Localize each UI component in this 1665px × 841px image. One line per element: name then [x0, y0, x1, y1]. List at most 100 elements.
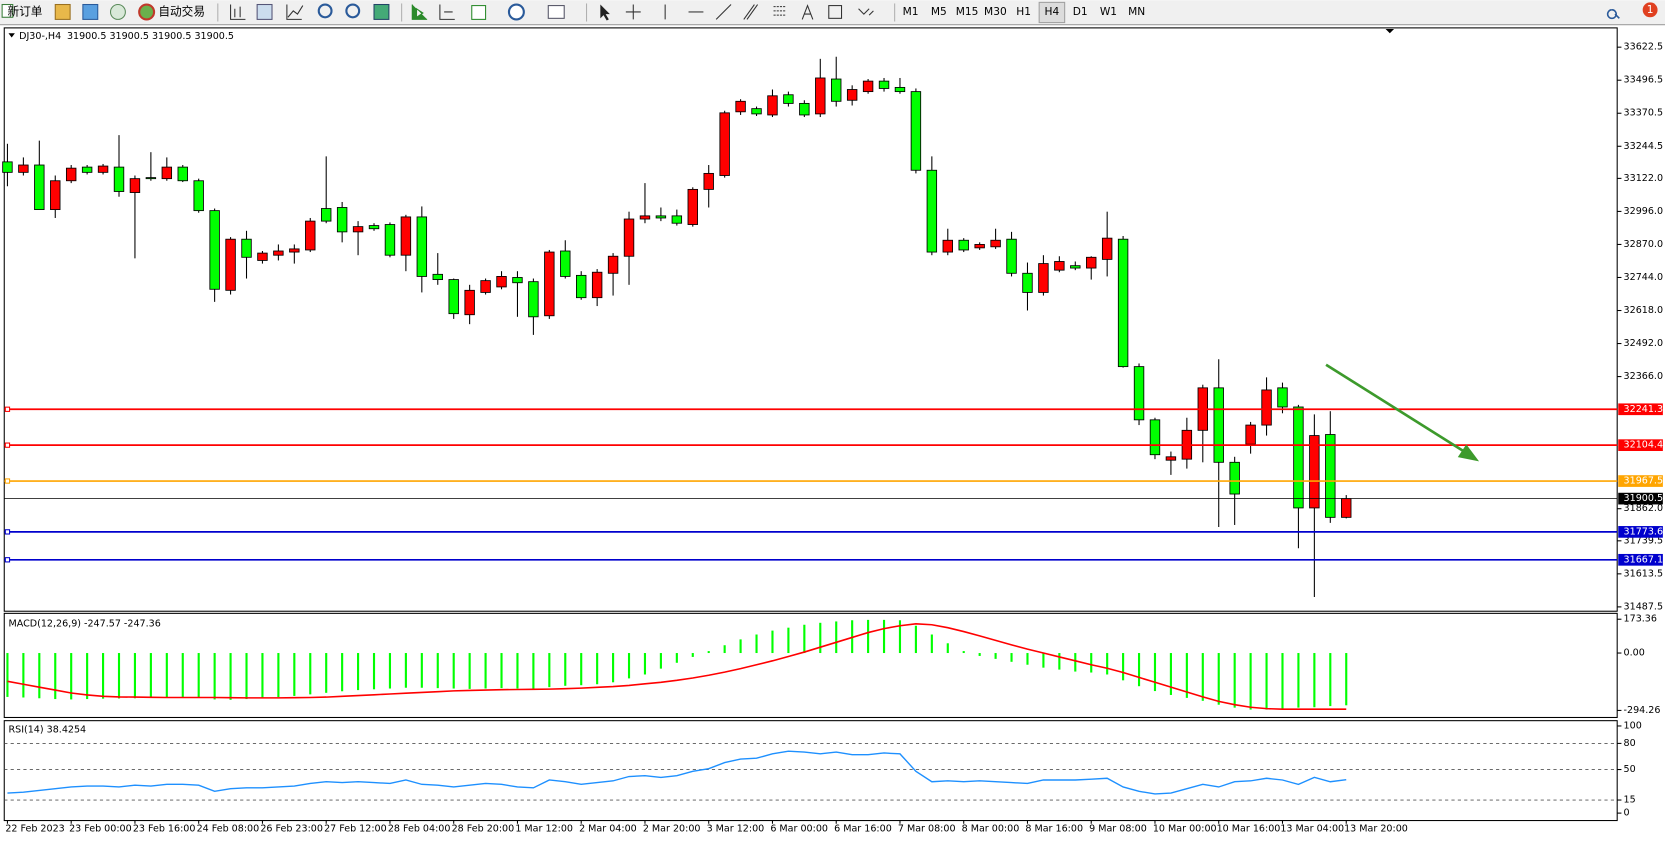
timeframe-button[interactable]: M1	[903, 5, 919, 18]
macd-bar	[70, 653, 73, 700]
timeframe-button[interactable]: H4	[1038, 1, 1066, 24]
y-tick-label: 32492.0	[1624, 338, 1663, 349]
macd-bar	[675, 653, 678, 663]
macd-bar	[946, 643, 949, 654]
timeframe-button[interactable]: M15	[956, 5, 979, 18]
symbol-title: DJ30-,H4	[19, 31, 61, 42]
cursor-button[interactable]	[600, 4, 610, 21]
candle-chart-button[interactable]	[256, 3, 273, 20]
x-tick-label: 13 Mar 20:00	[1344, 824, 1408, 835]
candle-body	[544, 251, 555, 317]
macd-bar	[1345, 653, 1348, 706]
candle-body	[703, 172, 714, 190]
arrows-button[interactable]	[858, 8, 874, 16]
candle-body	[1309, 435, 1320, 509]
timeframe-button[interactable]: W1	[1100, 5, 1117, 18]
notifications-button[interactable]: 1	[1642, 2, 1658, 18]
timeframe-button[interactable]: D1	[1073, 5, 1088, 18]
text-button[interactable]	[801, 4, 814, 20]
macd-bar	[500, 653, 503, 689]
macd-bar	[755, 634, 758, 654]
x-tick-label: 13 Mar 04:00	[1280, 824, 1344, 835]
y-tick-label: 31862.0	[1624, 503, 1663, 514]
timeframe-label: M15	[956, 5, 979, 18]
trendline-button[interactable]	[715, 4, 732, 20]
bar-chart-button[interactable]	[230, 4, 246, 20]
new-order-button[interactable]: 新订单	[1, 3, 43, 18]
candle-body	[878, 80, 890, 89]
macd-bar	[612, 653, 615, 683]
timeframe-button[interactable]: H1	[1016, 5, 1031, 18]
line-chart-button[interactable]	[286, 4, 304, 20]
zoom-out-button[interactable]	[345, 3, 361, 19]
macd-bar	[372, 653, 376, 690]
autoscroll-button[interactable]	[411, 4, 428, 20]
trend-arrow	[1325, 363, 1480, 462]
label-button[interactable]	[828, 5, 843, 19]
candle-body	[209, 210, 220, 290]
candle-body	[1293, 406, 1304, 509]
macd-bar	[1010, 653, 1013, 662]
candle-body	[1086, 256, 1097, 269]
macd-bar	[803, 624, 806, 654]
icon[interactable]	[109, 3, 126, 20]
timeframe-button[interactable]: M5	[931, 5, 947, 18]
macd-bar	[516, 653, 519, 689]
candle-body	[1261, 389, 1272, 426]
icon[interactable]	[82, 3, 99, 20]
macd-bar	[149, 653, 152, 698]
fibo-button[interactable]	[773, 6, 787, 16]
timeframe-button[interactable]: M30	[984, 5, 1007, 18]
candle-body	[671, 215, 683, 224]
symbol-ohlc: 31900.5 31900.5 31900.5 31900.5	[67, 31, 234, 42]
macd-bar	[659, 653, 662, 669]
macd-bar	[436, 653, 439, 689]
channel-button[interactable]	[743, 4, 759, 20]
zoom-in-button[interactable]	[317, 3, 333, 19]
autotrading-button[interactable]: 自动交易	[138, 3, 205, 21]
y-tick-label: 100	[1624, 720, 1642, 731]
macd-bar	[994, 653, 997, 659]
indicators-button[interactable]	[471, 5, 487, 20]
macd-bar	[1201, 653, 1204, 701]
candle-body	[18, 164, 29, 173]
timeframe-label: M30	[984, 5, 1007, 18]
candle-body	[113, 166, 125, 192]
macd-bar	[404, 653, 407, 688]
shift-button[interactable]	[439, 4, 455, 20]
level-price-box	[1618, 475, 1663, 487]
tile-button[interactable]	[373, 3, 390, 20]
macd-bar	[452, 653, 455, 689]
candle-body	[687, 188, 698, 225]
candle-body	[34, 164, 45, 211]
macd-bar	[707, 651, 710, 654]
macd-bar	[420, 653, 423, 688]
icon	[1, 3, 14, 18]
crosshair-button[interactable]	[625, 4, 641, 20]
macd-bar	[627, 653, 631, 679]
candle-body	[193, 180, 204, 212]
candle-body	[751, 108, 762, 115]
candle-body	[1229, 461, 1240, 495]
macd-bar	[739, 639, 742, 654]
macd-bar	[1122, 653, 1125, 681]
macd-bar	[197, 653, 200, 698]
toolbar: 新订单 自动交易 M1 M5 M15 M30 H1 H4 D1 W1 M	[0, 0, 1665, 26]
y-tick-label: 33370.5	[1624, 108, 1663, 119]
candle-body	[177, 166, 188, 182]
y-tick-label: 31613.5	[1624, 568, 1663, 579]
y-tick-label: 50	[1624, 764, 1636, 775]
timeframe-button[interactable]: MN	[1128, 5, 1145, 18]
macd-bar	[1329, 653, 1332, 707]
periods-button[interactable]	[507, 3, 525, 21]
macd-bar	[86, 653, 89, 700]
search-button[interactable]	[1606, 9, 1620, 20]
candle-body	[50, 180, 61, 211]
icon[interactable]	[54, 3, 71, 20]
timeframe-label: W1	[1100, 5, 1117, 18]
macd-bar	[771, 630, 774, 654]
toolbar-bg	[0, 0, 1665, 25]
candle-body	[320, 208, 332, 222]
macd-bar	[388, 653, 392, 689]
templates-button[interactable]	[547, 5, 565, 19]
